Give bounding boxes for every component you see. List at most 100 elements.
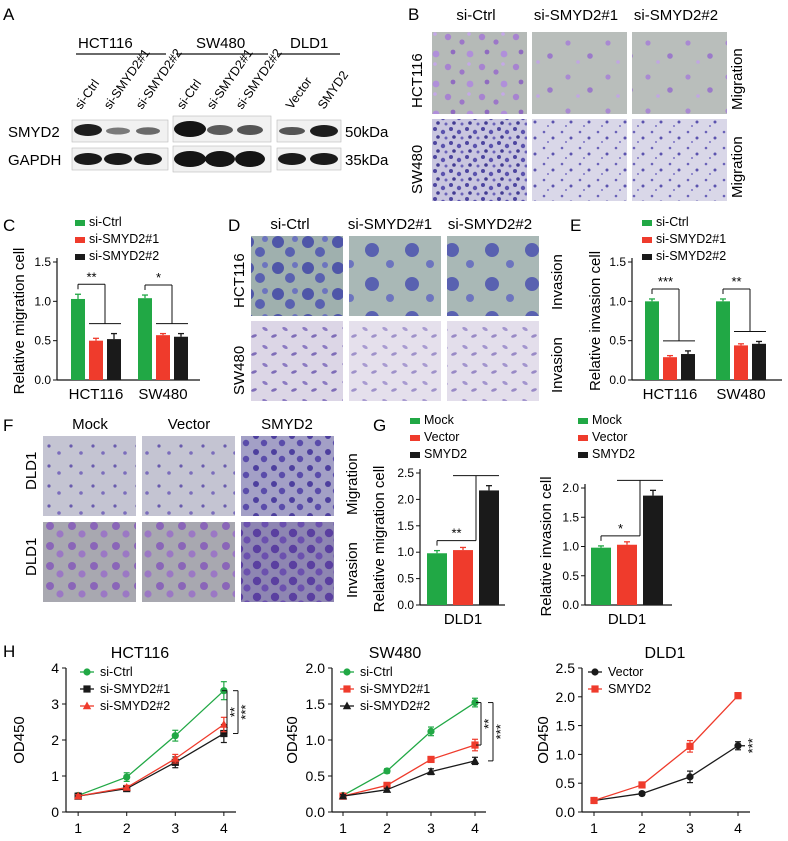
side-label: Migration — [729, 48, 746, 110]
bar — [752, 343, 766, 380]
blot-band — [207, 125, 233, 135]
y-tick-label: 1.0 — [397, 545, 414, 559]
y-tick-label: 0.5 — [306, 768, 326, 784]
bar — [716, 301, 730, 380]
column-label: Mock — [72, 416, 108, 433]
y-tick-label: 1 — [51, 768, 59, 784]
y-tick-label: 1.5 — [562, 510, 579, 524]
y-tick-label: 0.0 — [34, 373, 51, 387]
data-point — [338, 791, 348, 800]
data-point — [122, 783, 131, 791]
y-tick-label: 1.5 — [556, 718, 576, 734]
bar — [89, 340, 103, 380]
panel-letter-b: B — [408, 5, 419, 24]
legend-swatch — [75, 220, 85, 226]
blot-row-label-gapdh: GAPDH — [8, 152, 61, 169]
bar-chart-dld1-migration: 0.0 0.5 1.0 1.5 2.0 2.5 Relative migration cel… — [371, 413, 505, 628]
bar — [681, 354, 695, 380]
legend-label: si-SMYD2#2 — [89, 249, 159, 263]
bar — [107, 339, 121, 380]
y-tick-label: 0.0 — [306, 804, 326, 820]
micrograph — [532, 32, 627, 114]
y-tick-label: 0.5 — [562, 569, 579, 583]
data-point — [123, 773, 131, 781]
y-axis-label: Relative migration cell — [11, 248, 28, 395]
cell-line-label-dld1: DLD1 — [290, 35, 328, 52]
invasion-image-panel-d: si-Ctrl si-SMYD2#1 si-SMYD2#2 HCT116 SW4… — [231, 216, 566, 401]
significance-marker: * — [618, 521, 623, 536]
micrograph — [142, 522, 235, 602]
legend-swatch — [578, 452, 588, 458]
blot-band — [279, 127, 305, 135]
panel-letter-h: H — [3, 642, 15, 661]
legend-label: Mock — [592, 413, 623, 427]
column-label: si-Ctrl — [456, 7, 495, 24]
panel-letter-c: C — [3, 216, 15, 235]
bar — [663, 357, 677, 380]
legend-swatch — [410, 452, 420, 458]
data-point — [383, 767, 391, 775]
row-label: HCT116 — [409, 53, 426, 108]
legend-label: SMYD2 — [592, 447, 635, 461]
blot-band — [278, 153, 306, 165]
western-blot-panel: HCT116 SW480 DLD1 si-Ctrl si-SMYD2#1 si-… — [8, 35, 389, 173]
panel-letter-g: G — [373, 416, 386, 435]
significance-marker: ** — [227, 707, 242, 717]
x-tick-label: 1 — [590, 820, 598, 836]
x-tick-label: 4 — [734, 820, 742, 836]
bar — [138, 298, 152, 380]
blot-band — [134, 153, 162, 165]
side-label: Migration — [344, 453, 361, 515]
x-tick-label: 3 — [171, 820, 179, 836]
x-tick-label: 2 — [383, 820, 391, 836]
row-label: DLD1 — [23, 452, 40, 490]
column-label: SMYD2 — [261, 416, 313, 433]
significance-marker: ** — [451, 526, 461, 541]
y-tick-label: 0.0 — [562, 598, 579, 612]
side-label: Invasion — [549, 337, 566, 393]
y-tick-label: 0.0 — [397, 598, 414, 612]
y-axis-label: Relative invasion cell — [587, 251, 604, 391]
y-tick-label: 2.0 — [397, 492, 414, 506]
significance-marker: *** — [745, 738, 760, 753]
y-tick-label: 2.5 — [397, 466, 414, 480]
significance-marker: *** — [238, 705, 253, 720]
legend-label: si-Ctrl — [656, 215, 689, 229]
micrograph — [447, 236, 539, 316]
legend-swatch — [642, 254, 652, 260]
micrograph — [43, 522, 136, 602]
data-point — [427, 755, 435, 764]
column-label: si-SMYD2#2 — [448, 216, 532, 233]
blot-band — [104, 153, 132, 165]
micrograph — [142, 436, 235, 516]
panel-letter-f: F — [3, 416, 13, 435]
legend-label: Vector — [424, 430, 459, 444]
blot-band — [310, 153, 338, 165]
legend-label: si-SMYD2#2 — [100, 699, 170, 713]
row-label: SW480 — [409, 145, 426, 194]
blot-band — [74, 124, 102, 136]
legend-label: si-SMYD2#1 — [656, 232, 726, 246]
data-point — [638, 789, 646, 798]
migration-image-panel-b: si-Ctrl si-SMYD2#1 si-SMYD2#2 HCT116 SW4… — [409, 7, 746, 201]
legend-label: si-Ctrl — [100, 665, 133, 679]
blot-band — [205, 151, 235, 167]
molecular-weight-50: 50kDa — [345, 124, 389, 141]
series-line — [342, 760, 476, 797]
significance-marker: ** — [86, 269, 96, 284]
significance-marker: * — [156, 270, 161, 285]
legend-swatch — [75, 254, 85, 260]
data-point — [590, 796, 598, 805]
data-point — [591, 668, 599, 676]
micrograph — [632, 119, 727, 201]
chart-title: SW480 — [369, 645, 422, 662]
x-category-label: SW480 — [716, 386, 765, 403]
micrograph — [447, 321, 539, 401]
legend-label: SMYD2 — [608, 682, 651, 696]
data-point — [426, 767, 436, 775]
micrograph — [432, 32, 527, 114]
y-tick-label: 0.5 — [397, 572, 414, 586]
bar-chart-dld1-invasion: 0.0 0.5 1.0 1.5 2.0 Relative invasion cell Moc… — [538, 413, 672, 628]
legend-swatch — [410, 435, 420, 441]
